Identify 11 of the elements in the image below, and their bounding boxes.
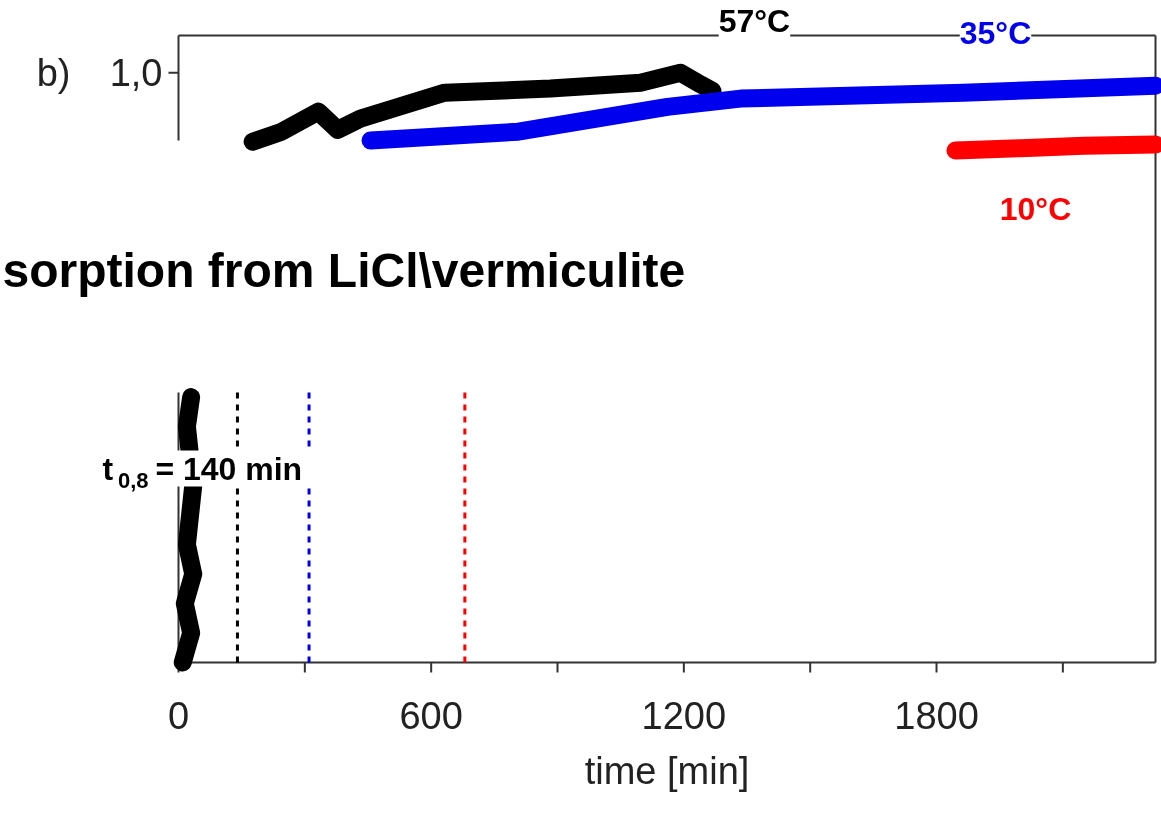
text: sorption from LiCl\vermiculite	[2, 244, 686, 297]
series-label: 57°C	[718, 2, 791, 39]
x-tick-label: 1200	[641, 695, 727, 737]
series-label: 35°C	[959, 14, 1032, 51]
text: b)	[36, 51, 71, 94]
text: 1,0	[109, 52, 163, 95]
x-axis-title: time [min]	[584, 749, 750, 792]
x-tick-label: 0	[167, 695, 190, 737]
x-tick-label: 1800	[894, 695, 979, 737]
x-tick-label: 600	[399, 695, 463, 737]
series-label: 10°C	[999, 190, 1072, 227]
